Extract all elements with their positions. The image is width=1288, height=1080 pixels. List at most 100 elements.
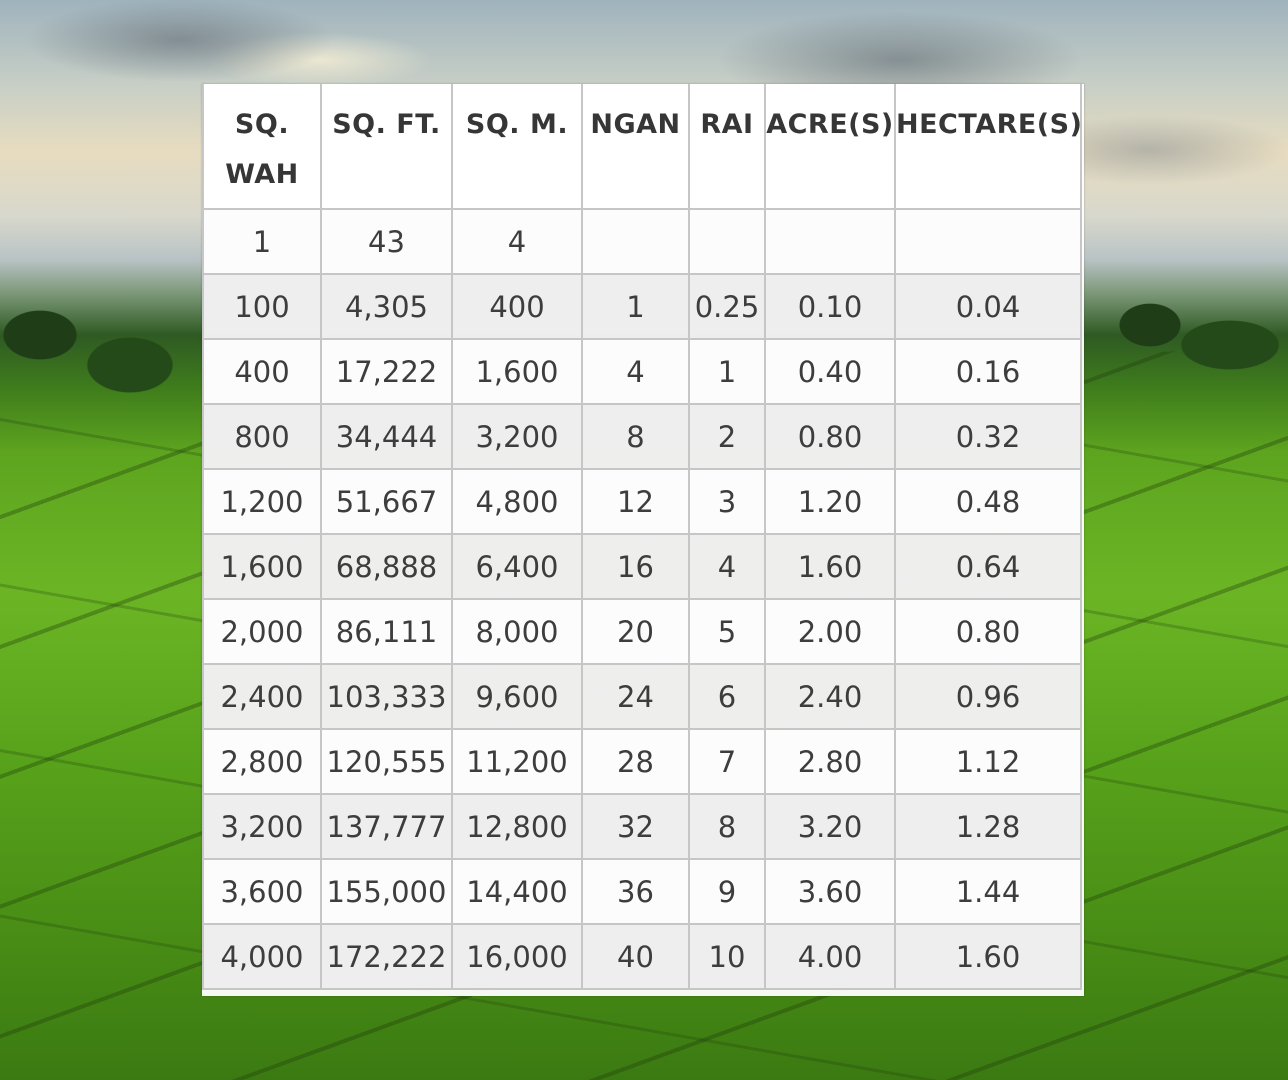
cell-sq-ft: 34,444 [320, 403, 453, 470]
cell-sq-m: 4,800 [451, 468, 583, 535]
cell-acres: 0.40 [764, 338, 896, 405]
cell-sq-ft: 43 [320, 208, 453, 275]
table-row: 400 17,222 1,600 4 1 0.40 0.16 [202, 338, 1082, 405]
cell-sq-m: 3,200 [451, 403, 583, 470]
cell-sq-wah: 3,600 [202, 858, 322, 925]
cell-hectares: 0.48 [894, 468, 1082, 535]
cell-rai: 0.25 [688, 273, 766, 340]
cell-rai: 6 [688, 663, 766, 730]
cell-rai: 1 [688, 338, 766, 405]
table-row: 1 43 4 [202, 208, 1082, 275]
header-acres: ACRE(S) [764, 84, 896, 210]
cell-sq-wah: 1,200 [202, 468, 322, 535]
cell-acres: 1.60 [764, 533, 896, 600]
table-row: 3,600 155,000 14,400 36 9 3.60 1.44 [202, 858, 1082, 925]
cell-acres [764, 208, 896, 275]
table-row: 4,000 172,222 16,000 40 10 4.00 1.60 [202, 923, 1082, 990]
cell-hectares: 1.44 [894, 858, 1082, 925]
cell-hectares: 0.64 [894, 533, 1082, 600]
cell-sq-wah: 400 [202, 338, 322, 405]
cell-hectares: 1.60 [894, 923, 1082, 990]
cell-sq-ft: 4,305 [320, 273, 453, 340]
cell-sq-wah: 2,000 [202, 598, 322, 665]
cell-ngan: 12 [581, 468, 690, 535]
cell-ngan: 36 [581, 858, 690, 925]
cell-sq-wah: 4,000 [202, 923, 322, 990]
header-sq-ft: SQ. FT. [320, 84, 453, 210]
cell-sq-m: 9,600 [451, 663, 583, 730]
cell-hectares: 1.12 [894, 728, 1082, 795]
cell-sq-m: 12,800 [451, 793, 583, 860]
table-row: 2,000 86,111 8,000 20 5 2.00 0.80 [202, 598, 1082, 665]
cell-sq-wah: 2,800 [202, 728, 322, 795]
cell-ngan: 28 [581, 728, 690, 795]
cell-rai: 3 [688, 468, 766, 535]
cell-hectares [894, 208, 1082, 275]
cell-sq-m: 16,000 [451, 923, 583, 990]
land-area-conversion-table: SQ. WAH SQ. FT. SQ. M. NGAN RAI ACRE(S) … [202, 84, 1082, 990]
cell-acres: 2.00 [764, 598, 896, 665]
cell-hectares: 0.96 [894, 663, 1082, 730]
cell-sq-m: 8,000 [451, 598, 583, 665]
cell-rai: 4 [688, 533, 766, 600]
cell-ngan: 8 [581, 403, 690, 470]
cell-sq-ft: 120,555 [320, 728, 453, 795]
cell-ngan: 40 [581, 923, 690, 990]
cell-hectares: 0.16 [894, 338, 1082, 405]
cell-ngan: 1 [581, 273, 690, 340]
cell-ngan: 16 [581, 533, 690, 600]
table-row: 800 34,444 3,200 8 2 0.80 0.32 [202, 403, 1082, 470]
cell-acres: 3.20 [764, 793, 896, 860]
cell-sq-ft: 137,777 [320, 793, 453, 860]
header-ngan: NGAN [581, 84, 690, 210]
cell-hectares: 0.80 [894, 598, 1082, 665]
cell-rai: 5 [688, 598, 766, 665]
cell-hectares: 0.32 [894, 403, 1082, 470]
cell-acres: 2.80 [764, 728, 896, 795]
cell-sq-m: 1,600 [451, 338, 583, 405]
cell-sq-wah: 800 [202, 403, 322, 470]
cell-sq-wah: 1 [202, 208, 322, 275]
header-sq-wah: SQ. WAH [202, 84, 322, 210]
cell-sq-wah: 1,600 [202, 533, 322, 600]
header-row: SQ. WAH SQ. FT. SQ. M. NGAN RAI ACRE(S) … [202, 84, 1082, 210]
cell-acres: 0.10 [764, 273, 896, 340]
cell-acres: 4.00 [764, 923, 896, 990]
cell-ngan: 4 [581, 338, 690, 405]
conversion-table-panel: SQ. WAH SQ. FT. SQ. M. NGAN RAI ACRE(S) … [202, 84, 1084, 996]
cell-ngan [581, 208, 690, 275]
cell-hectares: 1.28 [894, 793, 1082, 860]
cell-sq-wah: 3,200 [202, 793, 322, 860]
header-rai: RAI [688, 84, 766, 210]
table-row: 3,200 137,777 12,800 32 8 3.20 1.28 [202, 793, 1082, 860]
cell-sq-ft: 68,888 [320, 533, 453, 600]
cell-sq-m: 4 [451, 208, 583, 275]
cell-rai: 8 [688, 793, 766, 860]
cell-acres: 2.40 [764, 663, 896, 730]
cell-rai: 7 [688, 728, 766, 795]
cell-sq-wah: 2,400 [202, 663, 322, 730]
cell-hectares: 0.04 [894, 273, 1082, 340]
cell-rai [688, 208, 766, 275]
table-row: 100 4,305 400 1 0.25 0.10 0.04 [202, 273, 1082, 340]
cell-rai: 2 [688, 403, 766, 470]
table-body: 1 43 4 100 4,305 400 1 0.25 0.10 0.04 400 17,222 1,6… [202, 208, 1082, 990]
cell-sq-ft: 51,667 [320, 468, 453, 535]
table-row: 2,800 120,555 11,200 28 7 2.80 1.12 [202, 728, 1082, 795]
cell-sq-ft: 103,333 [320, 663, 453, 730]
cell-sq-ft: 155,000 [320, 858, 453, 925]
cell-acres: 1.20 [764, 468, 896, 535]
cell-sq-wah: 100 [202, 273, 322, 340]
cell-acres: 0.80 [764, 403, 896, 470]
header-hectares: HECTARE(S) [894, 84, 1082, 210]
cell-ngan: 32 [581, 793, 690, 860]
table-row: 1,200 51,667 4,800 12 3 1.20 0.48 [202, 468, 1082, 535]
cell-rai: 10 [688, 923, 766, 990]
cell-sq-m: 14,400 [451, 858, 583, 925]
table-row: 1,600 68,888 6,400 16 4 1.60 0.64 [202, 533, 1082, 600]
cell-sq-ft: 172,222 [320, 923, 453, 990]
cell-rai: 9 [688, 858, 766, 925]
cell-sq-ft: 17,222 [320, 338, 453, 405]
cell-sq-m: 11,200 [451, 728, 583, 795]
header-sq-m: SQ. M. [451, 84, 583, 210]
